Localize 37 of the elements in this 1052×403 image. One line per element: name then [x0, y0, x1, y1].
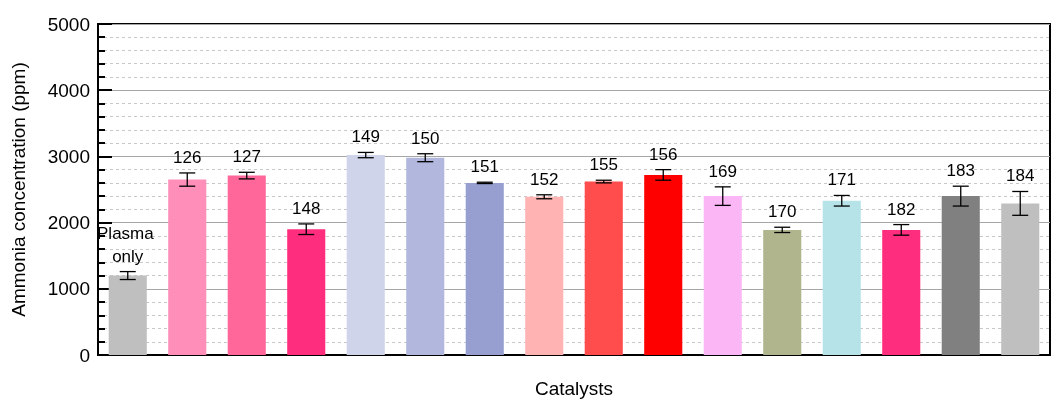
bar	[822, 200, 861, 355]
x-tick-label: 184	[1006, 166, 1035, 186]
y-tick-label: 4000	[47, 79, 90, 101]
x-tick-label: 183	[946, 161, 975, 181]
x-tick-label: 151	[470, 157, 499, 177]
x-tick-label: 150	[411, 128, 440, 148]
bar	[644, 174, 683, 355]
x-tick-label: 156	[649, 144, 678, 164]
x-axis-title: Catalysts	[534, 378, 614, 399]
x-tick-label: 171	[827, 170, 856, 190]
bar	[346, 155, 385, 355]
y-axis-title: Ammonia concentration (ppm)	[8, 62, 29, 317]
x-tick-label: 155	[589, 155, 618, 175]
bar	[406, 157, 445, 355]
bar	[584, 181, 623, 355]
bar	[465, 182, 504, 355]
y-tick-label: 5000	[47, 13, 90, 35]
bar	[763, 229, 802, 355]
x-tick-label: 126	[173, 147, 202, 167]
x-tick-label: 149	[351, 127, 380, 147]
bar	[287, 229, 326, 355]
bar	[168, 179, 207, 355]
bar	[941, 196, 980, 355]
bar	[525, 196, 564, 355]
x-tick-label: 170	[768, 202, 797, 222]
x-tick-label: 152	[530, 169, 559, 189]
bar	[227, 175, 266, 355]
x-tick-label: 169	[708, 161, 737, 181]
x-tick-label: 148	[292, 198, 321, 218]
bar	[882, 229, 921, 355]
y-tick-label: 3000	[47, 145, 90, 167]
x-tick-label: 127	[232, 147, 261, 167]
y-tick-label: 0	[79, 344, 90, 366]
bar	[703, 196, 742, 355]
x-tick-label: 182	[887, 199, 916, 219]
y-tick-label: 1000	[47, 278, 90, 300]
y-tick-label: 2000	[47, 212, 90, 234]
